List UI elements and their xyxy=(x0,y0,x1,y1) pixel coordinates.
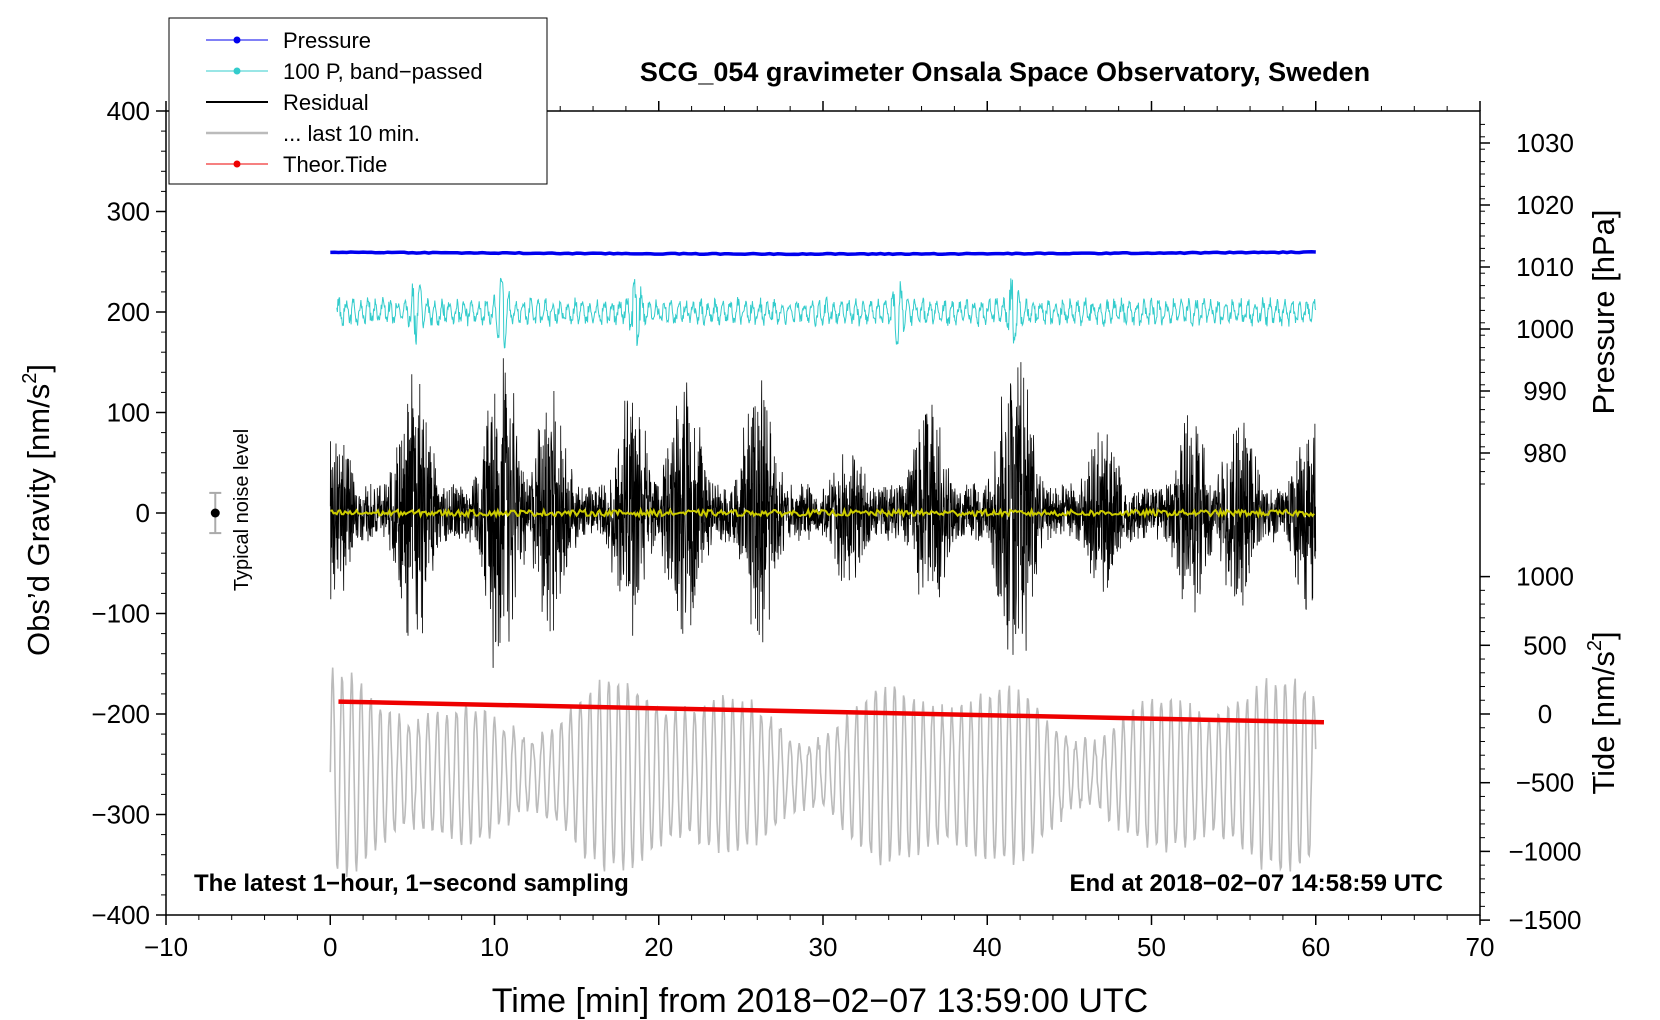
tide-tick-label: −500 xyxy=(1516,768,1575,798)
pressure-tick-label: 990 xyxy=(1523,376,1566,406)
y-tick-label: −400 xyxy=(91,900,150,930)
pressure-tick-label: 980 xyxy=(1523,438,1566,468)
x-tick-label: 70 xyxy=(1466,932,1495,962)
series-last-10-min xyxy=(329,667,1317,877)
x-tick-label: 60 xyxy=(1301,932,1330,962)
x-axis-label: Time [min] from 2018−02−07 13:59:00 UTC xyxy=(492,982,1148,1020)
legend: Pressure 100 P, band−passed Residual ... la… xyxy=(168,17,548,185)
tide-tick-label: 500 xyxy=(1523,630,1566,660)
noise-dot xyxy=(210,508,220,518)
tide-tick-label: −1000 xyxy=(1508,836,1581,866)
pressure-tick-label: 1030 xyxy=(1516,128,1574,158)
annotation-end-time: End at 2018−02−07 14:58:59 UTC xyxy=(1069,870,1443,897)
legend-label-0: Pressure xyxy=(283,28,371,53)
legend-label-3: ... last 10 min. xyxy=(283,121,420,146)
legend-label-4: Theor.Tide xyxy=(283,152,387,177)
legend-label-2: Residual xyxy=(283,90,369,115)
x-tick-label: 20 xyxy=(644,932,673,962)
chart-title: SCG_054 gravimeter Onsala Space Observat… xyxy=(640,57,1370,87)
legend-label-1: 100 P, band−passed xyxy=(283,59,483,84)
series-residual-smoothed xyxy=(330,506,1315,519)
y-tick-label: −300 xyxy=(91,800,150,830)
series-pressure xyxy=(330,250,1316,257)
pressure-tick-label: 1010 xyxy=(1516,252,1574,282)
x-tick-label: 0 xyxy=(323,932,337,962)
annotation-sampling: The latest 1−hour, 1−second sampling xyxy=(194,870,629,897)
tide-tick-label: 1000 xyxy=(1516,562,1574,592)
x-tick-label: 40 xyxy=(973,932,1002,962)
x-tick-label: 50 xyxy=(1137,932,1166,962)
x-tick-label: 30 xyxy=(809,932,838,962)
y-tick-label: 0 xyxy=(136,498,150,528)
series-theoretical-tide xyxy=(338,699,1325,725)
noise-level-label: Typical noise level xyxy=(231,429,253,591)
series-pressure-bandpassed xyxy=(336,277,1317,349)
noise-level-indicator xyxy=(209,491,222,535)
tide-tick-label: 0 xyxy=(1538,699,1552,729)
legend-marker-4 xyxy=(233,160,241,168)
pressure-tick-label: 1000 xyxy=(1516,314,1574,344)
y-axis-label-pressure: Pressure [hPa] xyxy=(1586,209,1621,414)
y-axis-label-tide: Tide [nm/s2] xyxy=(1584,631,1621,794)
legend-marker-0 xyxy=(233,36,241,44)
x-tick-label: 10 xyxy=(480,932,509,962)
y-tick-label: 400 xyxy=(107,96,150,126)
legend-marker-1 xyxy=(233,67,241,75)
y-tick-label: 200 xyxy=(107,297,150,327)
y-tick-label: 100 xyxy=(107,398,150,428)
x-tick-label: −10 xyxy=(144,932,188,962)
data-curves xyxy=(329,250,1325,877)
axis-ticks: −10 0 10 20 30 40 50 60 704003002001000−100−200−… xyxy=(91,96,1581,962)
y-tick-label: −100 xyxy=(91,599,150,629)
y-tick-label: 300 xyxy=(107,197,150,227)
y-axis-label-left: Obs’d Gravity [nm/s2] xyxy=(19,364,56,656)
pressure-tick-label: 1020 xyxy=(1516,190,1574,220)
y-tick-label: −200 xyxy=(91,699,150,729)
tide-tick-label: −1500 xyxy=(1508,905,1581,935)
series-residual xyxy=(329,358,1317,668)
